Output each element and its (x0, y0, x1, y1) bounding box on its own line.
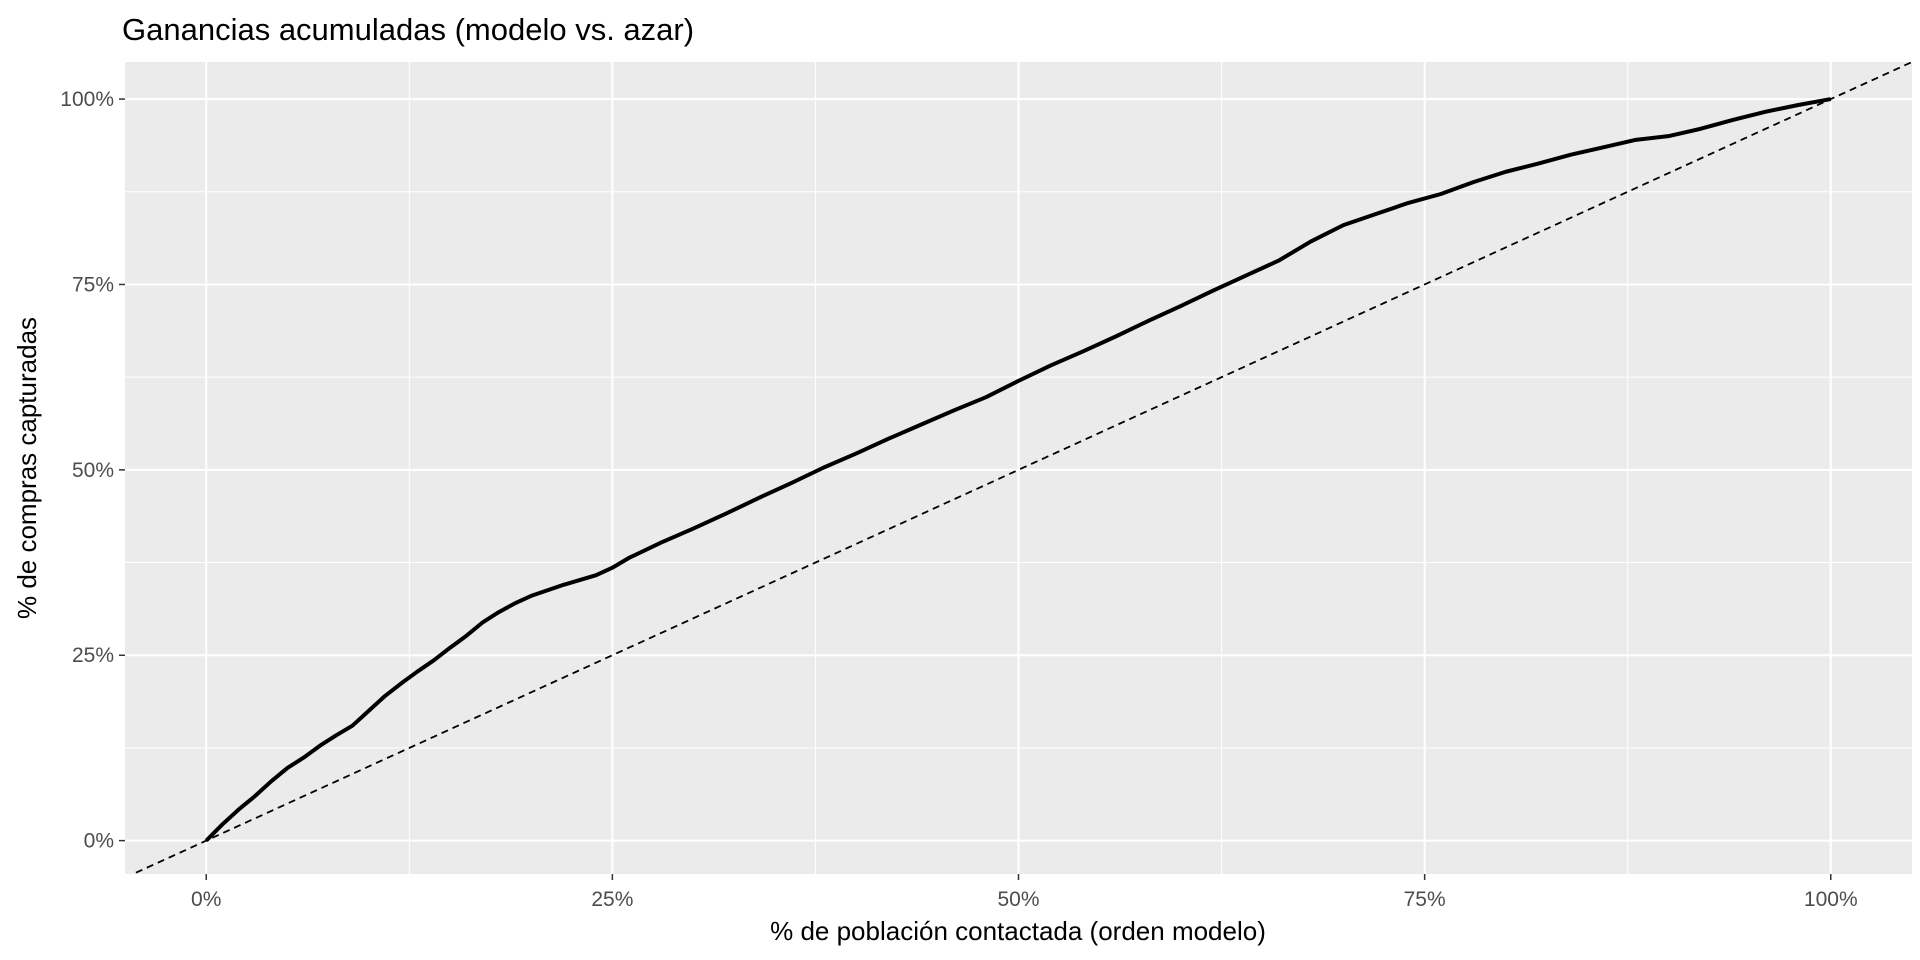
x-tick-label: 0% (191, 888, 221, 911)
y-tick-label: 50% (72, 459, 114, 482)
x-axis: 0% 25% 50% 75% 100% (191, 874, 1858, 911)
x-tick-label: 100% (1804, 888, 1858, 911)
y-tick-label: 100% (60, 88, 114, 111)
y-tick-label: 25% (72, 644, 114, 667)
x-tick-label: 75% (1404, 888, 1446, 911)
series-random-baseline (130, 62, 1912, 874)
y-axis-title: % de compras capturadas (12, 317, 42, 619)
chart-title: Ganancias acumuladas (modelo vs. azar) (122, 12, 694, 47)
y-axis: 0% 25% 50% 75% 100% (60, 88, 125, 853)
x-tick-label: 25% (591, 888, 633, 911)
series-model-gains (204, 97, 1832, 843)
y-tick-label: 0% (84, 830, 114, 853)
x-axis-title: % de población contactada (orden modelo) (770, 916, 1266, 946)
x-tick-label: 50% (997, 888, 1039, 911)
grid-lines (125, 62, 1912, 874)
y-tick-label: 75% (72, 273, 114, 296)
